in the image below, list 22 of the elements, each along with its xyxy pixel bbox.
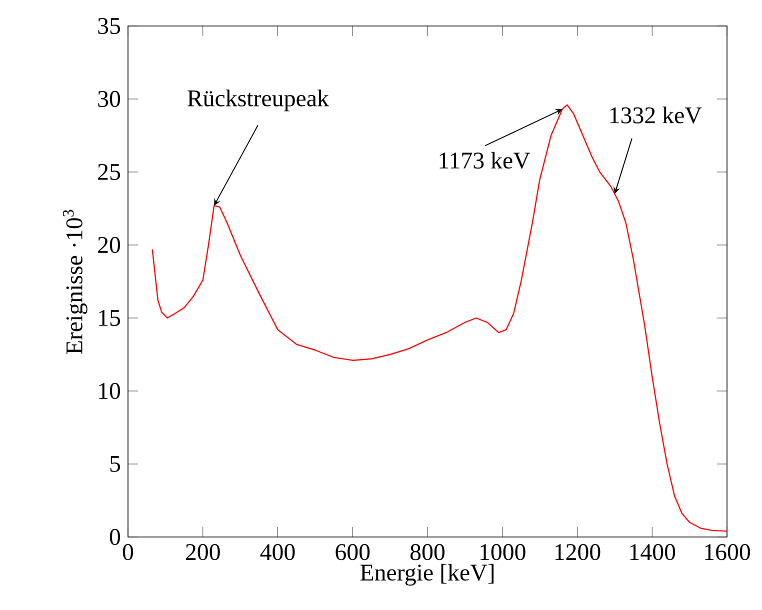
y-tick-label: 30: [98, 90, 120, 108]
y-tick-label: 35: [98, 18, 120, 34]
y-tick-label: 25: [98, 164, 120, 180]
y-tick-label: 15: [99, 310, 120, 326]
x-tick-label: 200: [186, 544, 220, 560]
annotation: 1173 keV: [440, 152, 530, 169]
x-tick-label: 400: [260, 544, 295, 560]
y-tick-label: 0: [110, 528, 120, 546]
y-tick-label: 20: [98, 236, 120, 254]
annotation: Rückstreupeak: [188, 90, 329, 112]
x-tick-label: 1600: [705, 544, 750, 560]
x-tick-label: 800: [410, 544, 445, 560]
y-tick-label: 10: [99, 382, 120, 400]
x-tick-label: 1200: [555, 544, 600, 560]
y-axis-title: Ereignisse ·10$^{3}$: [62, 210, 88, 354]
x-tick-label: 1400: [630, 544, 676, 560]
x-tick-label: 600: [336, 544, 370, 560]
x-axis-title: Energie [keV]: [360, 564, 494, 586]
x-tick-label: 1000: [480, 544, 526, 560]
annotation: 1332 keV: [610, 106, 702, 124]
x-tick-label: 0: [122, 544, 134, 560]
y-tick-label: 5: [110, 456, 120, 472]
